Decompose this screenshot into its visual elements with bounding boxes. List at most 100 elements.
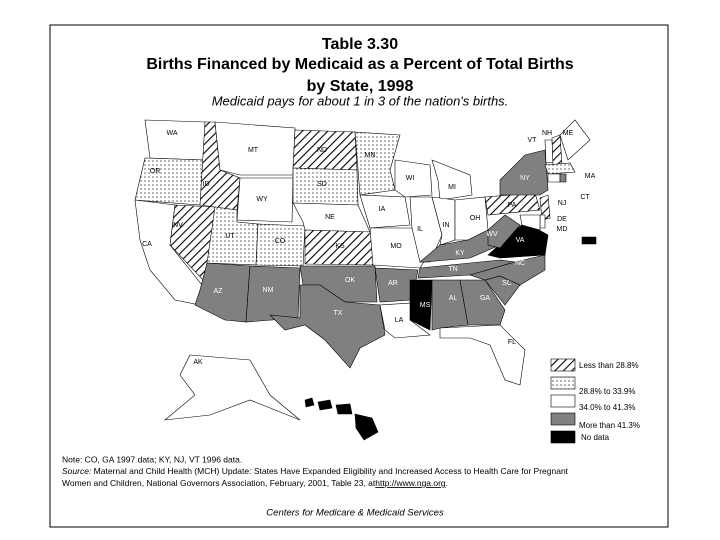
state-label: VT (528, 137, 538, 144)
state-label: KS (335, 243, 345, 250)
state-shape (144, 119, 206, 161)
state-label: CA (142, 241, 152, 248)
state-label: WI (406, 175, 415, 182)
state-shape (544, 139, 554, 164)
state-label: MA (585, 173, 596, 180)
state-shape (354, 413, 379, 441)
state-label: IL (417, 226, 423, 233)
state-label: OR (150, 168, 161, 175)
state-label: MD (557, 226, 568, 233)
state-label: RI (575, 183, 582, 190)
state-label: NE (325, 214, 335, 221)
state-label: NJ (558, 200, 567, 207)
state-label: AL (449, 295, 458, 302)
state-label: ME (563, 130, 574, 137)
footer: Centers for Medicare & Medicaid Services (266, 508, 444, 519)
state-shape (214, 121, 296, 176)
state-shape (164, 354, 301, 421)
state-shape (551, 134, 563, 166)
state-label: AR (388, 280, 398, 287)
state-label: NC (515, 260, 525, 267)
state-shape (394, 159, 433, 198)
state-shape (459, 279, 506, 326)
state-shape (431, 279, 469, 331)
state-label: UT (225, 233, 235, 240)
state-label: NH (542, 130, 552, 137)
state-shape (317, 399, 333, 411)
state-label: WA (166, 130, 177, 137)
state-shape (487, 214, 521, 249)
note: Note: CO, GA 1997 data; KY, NJ, VT 1996 … (62, 454, 242, 464)
legend-label: 28.8% to 33.9% (579, 387, 635, 396)
state-label: ID (203, 181, 210, 188)
state-label: MI (448, 184, 456, 191)
state-shape (439, 324, 526, 386)
source-text: Maternal and Child Health (MCH) Update: … (94, 466, 569, 476)
state-label: NY (520, 175, 530, 182)
state-label: IN (443, 222, 450, 229)
state-label: SC (502, 280, 512, 287)
state-label: CO (275, 238, 286, 245)
state-label: CT (580, 194, 590, 201)
state-label: MS (420, 302, 431, 309)
state-shape (304, 397, 315, 408)
state-shape (255, 223, 306, 267)
state-shape (269, 284, 386, 369)
legend-label: No data (581, 433, 610, 442)
source-text-2: Women and Children, National Governors A… (62, 478, 376, 488)
legend-swatch (550, 376, 576, 390)
state-label: OK (345, 277, 355, 284)
map: WA OR CA NV ID MT WY UT CO AZ NM ND SD NE KS OK TX MN IA MO… (134, 119, 597, 441)
state-label: MT (248, 147, 259, 154)
state-shape (547, 173, 561, 183)
state-label: WY (256, 196, 268, 203)
state-shape (354, 131, 401, 196)
source: Source: Maternal and Child Health (MCH) … (62, 466, 569, 476)
state-shape (519, 214, 541, 231)
state-shape (335, 403, 353, 415)
legend-swatch (550, 430, 576, 444)
state-label: ND (317, 147, 327, 154)
legend-swatch (550, 412, 576, 426)
legend-swatch (550, 358, 576, 372)
state-shape (539, 214, 546, 229)
state-shape (134, 157, 206, 206)
state-label: TN (448, 266, 457, 273)
source-end: . (446, 478, 448, 488)
state-label: AZ (214, 288, 224, 295)
state-label: KY (455, 250, 465, 257)
state-label: VA (516, 237, 525, 244)
title-line: Table 3.30 (322, 36, 398, 53)
state-shape (431, 196, 456, 246)
state-label: DE (557, 216, 567, 223)
state-label: AK (193, 359, 203, 366)
link[interactable]: http://www.nga.org (375, 478, 446, 488)
state-label: IA (379, 206, 386, 213)
legend-label: More than 41.3% (579, 421, 640, 430)
legend-swatch (550, 394, 576, 408)
title-line: by State, 1998 (307, 78, 414, 95)
state-shape (539, 194, 551, 221)
state-label: DC (559, 237, 569, 244)
state-label: TX (334, 310, 343, 317)
state-shape (544, 162, 576, 175)
frame (49, 24, 669, 528)
legend-label: Less than 28.8% (579, 361, 639, 370)
state-shape (369, 227, 426, 269)
state-shape (559, 119, 591, 161)
state-label: WV (486, 231, 498, 238)
state-shape (559, 173, 567, 183)
title-line: Births Financed by Medicaid as a Percent… (146, 56, 573, 73)
state-label: SD (317, 181, 327, 188)
state-label: HI (345, 397, 352, 404)
state-label: GA (480, 295, 490, 302)
state-shape (409, 279, 433, 331)
legend: Less than 28.8% 28.8% to 33.9% 34.0% to 41… (550, 358, 640, 444)
state-label: LA (395, 317, 404, 324)
state-shape (236, 177, 294, 223)
state-shape (431, 159, 473, 201)
state-shape (581, 236, 597, 245)
state-shape (359, 194, 411, 229)
subtitle: Medicaid pays for about 1 in 3 of the na… (212, 93, 509, 108)
